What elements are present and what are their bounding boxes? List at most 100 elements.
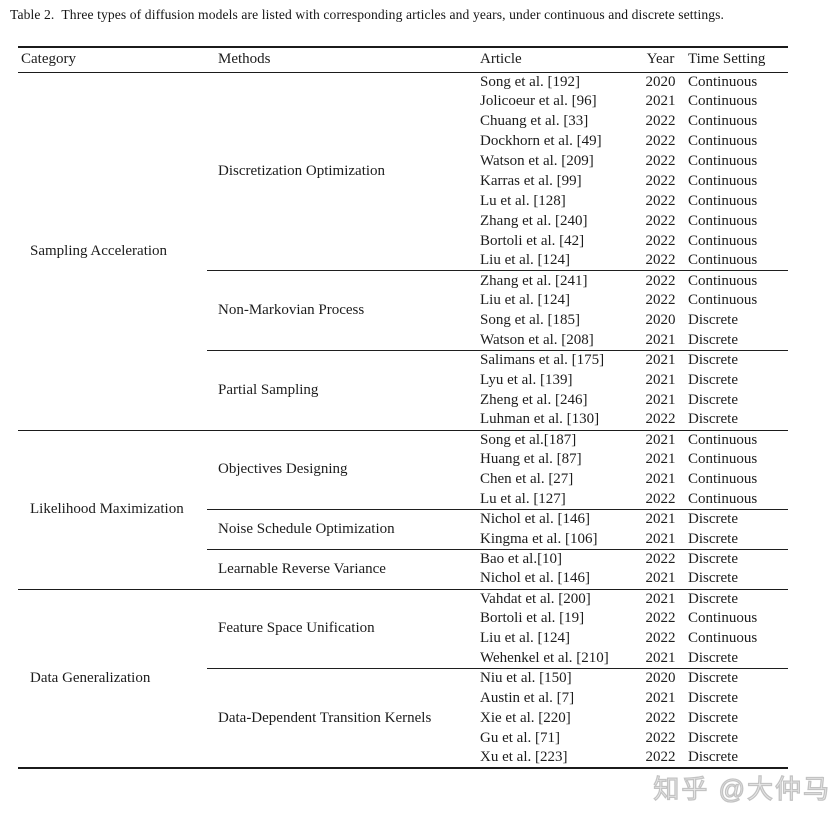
table-row: Data-Dependent Transition Kernels Niu et …	[18, 668, 788, 769]
article-cell: Wehenkel et al. [210]	[480, 650, 609, 667]
time-setting-cell: Discrete	[688, 312, 738, 329]
table-row: Lu et al. [128] 2022 Continuous	[18, 191, 788, 211]
header-methods: Methods	[207, 47, 480, 73]
year-cell: 2021	[645, 650, 676, 667]
time-setting-cell: Continuous	[688, 451, 758, 468]
article-cell: Zhang et al. [240]	[480, 212, 588, 229]
year-cell: 2021	[645, 471, 676, 488]
year-cell: 2021	[640, 509, 681, 530]
time-setting-cell: Continuous	[688, 93, 758, 110]
time-setting-cell: Discrete	[681, 548, 788, 570]
article-cell: Xu et al. [223]	[480, 749, 568, 766]
table-row: Lyu et al. [139] 2021 Discrete	[18, 370, 788, 390]
header-time-setting: Time Setting	[681, 47, 788, 73]
table-row: Non-Markovian Process Zhang et al. [241] 2…	[18, 270, 788, 351]
time-setting-cell: Discrete	[688, 690, 738, 707]
time-setting-cell: Continuous	[688, 490, 758, 507]
year-cell: 2022	[645, 192, 676, 209]
time-setting-cell: Continuous	[688, 153, 758, 169]
article-cell: Lu et al. [127]	[480, 490, 566, 507]
table-row: Kingma et al. [106] 2021 Discrete	[18, 529, 788, 549]
method-cell: Non-Markovian Process	[207, 270, 480, 351]
year-cell: 2021	[645, 331, 676, 348]
table-row: Xu et al. [223] 2022 Discrete	[18, 748, 788, 768]
table-row: Watson et al. [209] 2022 Continuous	[18, 152, 788, 172]
table-body: Sampling Acceleration Discretization Opti…	[18, 72, 788, 769]
year-cell: 2022	[645, 411, 676, 428]
table-row: Karras et al. [99] 2022 Continuous	[18, 171, 788, 191]
year-cell: 2021	[645, 570, 676, 587]
category-cell: Sampling Acceleration	[30, 242, 168, 259]
article-cell: Bortoli et al. [19]	[480, 610, 585, 627]
table-row: Data Generalization Feature Space Unifica…	[18, 588, 788, 769]
article-cell: Zheng et al. [246]	[480, 391, 588, 408]
time-setting-cell: Discrete	[688, 570, 738, 587]
time-setting-cell: Discrete	[688, 749, 738, 766]
year-cell: 2021	[645, 690, 676, 707]
time-setting-cell: Discrete	[681, 668, 788, 689]
article-cell: Song et al. [185]	[480, 312, 580, 329]
method-cell: Learnable Reverse Variance	[207, 548, 480, 590]
time-setting-cell: Discrete	[681, 588, 788, 610]
time-setting-cell: Continuous	[688, 212, 758, 229]
year-cell: 2021	[645, 530, 676, 547]
time-setting-cell: Continuous	[688, 232, 758, 249]
article-cell: Xie et al. [220]	[480, 709, 571, 726]
table-row: Song et al. [185] 2020 Discrete	[18, 311, 788, 331]
article-cell: Lyu et al. [139]	[480, 371, 573, 388]
watermark: 知乎 @大仲马	[653, 773, 831, 804]
table-row: Wehenkel et al. [210] 2021 Discrete	[18, 649, 788, 669]
article-cell: Nichol et al. [146]	[480, 509, 640, 530]
time-setting-cell: Continuous	[688, 133, 758, 150]
time-setting-cell: Discrete	[688, 729, 738, 746]
year-cell: 2021	[645, 451, 676, 468]
time-setting-cell: Continuous	[688, 252, 758, 269]
article-cell: Huang et al. [87]	[480, 451, 582, 468]
table-row: Bortoli et al. [19] 2022 Continuous	[18, 609, 788, 629]
article-cell: Chuang et al. [33]	[480, 113, 589, 130]
table-row: Huang et al. [87] 2021 Continuous	[18, 450, 788, 470]
table-caption: Table 2. Three types of diffusion models …	[10, 7, 724, 23]
article-cell: Chen et al. [27]	[480, 471, 574, 488]
table-row: Austin et al. [7] 2021 Discrete	[18, 689, 788, 709]
table-row: Chuang et al. [33] 2022 Continuous	[18, 112, 788, 132]
table-row: Liu et al. [124] 2022 Continuous	[18, 629, 788, 649]
time-setting-cell: Discrete	[688, 391, 738, 408]
year-cell: 2022	[645, 292, 676, 309]
article-cell: Dockhorn et al. [49]	[480, 133, 602, 150]
article-cell: Liu et al. [124]	[480, 292, 570, 309]
table-row: Liu et al. [124] 2022 Continuous	[18, 251, 788, 271]
year-cell: 2022	[645, 252, 676, 269]
article-cell: Watson et al. [209]	[480, 153, 594, 169]
year-cell: 2022	[640, 270, 681, 291]
article-cell: Kingma et al. [106]	[480, 530, 598, 547]
time-setting-cell: Continuous	[688, 610, 758, 627]
year-cell: 2022	[645, 232, 676, 249]
article-cell: Salimans et al. [175]	[480, 349, 640, 371]
article-cell: Lu et al. [128]	[480, 192, 566, 209]
time-setting-cell: Continuous	[688, 630, 758, 647]
table-caption-label: Table 2.	[10, 7, 55, 22]
year-cell: 2022	[645, 709, 676, 726]
time-setting-cell: Discrete	[688, 709, 738, 726]
time-setting-cell: Discrete	[688, 650, 738, 667]
header-row: Category Methods Article Year Time Setti…	[18, 47, 788, 73]
article-cell: Austin et al. [7]	[480, 690, 575, 707]
article-cell: Zhang et al. [241]	[480, 270, 640, 291]
article-cell: Bao et al.[10]	[480, 548, 640, 570]
header-article: Article	[480, 47, 640, 73]
table-row: Partial Sampling Salimans et al. [175] 202…	[18, 349, 788, 431]
article-cell: Liu et al. [124]	[480, 252, 570, 269]
year-cell: 2022	[645, 172, 676, 189]
year-cell: 2022	[640, 548, 681, 570]
table-header: Category Methods Article Year Time Setti…	[18, 47, 788, 73]
year-cell: 2022	[645, 729, 676, 746]
year-cell: 2021	[640, 588, 681, 610]
table-row: Noise Schedule Optimization Nichol et al.…	[18, 509, 788, 550]
article-cell: Luhman et al. [130]	[480, 411, 600, 428]
year-cell: 2022	[645, 630, 676, 647]
year-cell: 2022	[645, 153, 676, 169]
year-cell: 2020	[645, 73, 676, 90]
article-cell: Watson et al. [208]	[480, 331, 594, 348]
